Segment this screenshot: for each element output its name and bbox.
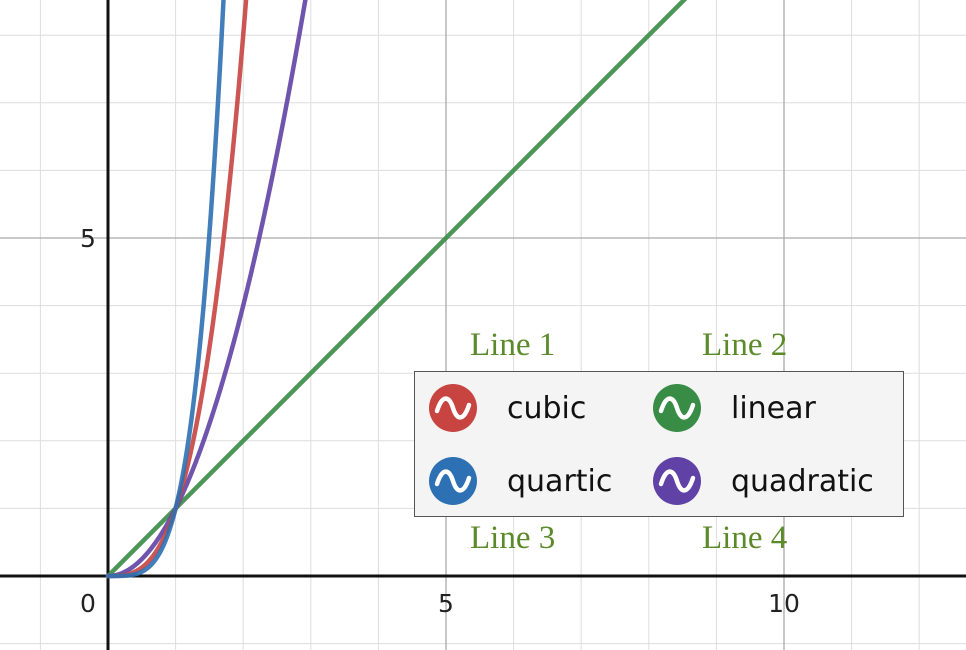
wave-icon [429, 384, 477, 432]
legend-label: quartic [507, 463, 613, 499]
series-line-quartic [105, 0, 226, 579]
annotation-line-4: Line 4 [702, 520, 788, 556]
legend-item-quadratic[interactable]: quadratic [653, 457, 874, 505]
wave-icon [429, 457, 477, 505]
wave-icon [653, 457, 701, 505]
tick-labels: 0 5 10 5 [80, 224, 800, 618]
x-tick-label: 5 [438, 589, 454, 618]
legend-item-linear[interactable]: linear [653, 384, 816, 432]
annotation-line-2: Line 2 [702, 327, 788, 363]
wave-icon [653, 384, 701, 432]
curves [105, 0, 688, 579]
x-tick-label: 10 [768, 589, 800, 618]
legend-item-cubic[interactable]: cubic [429, 384, 586, 432]
legend-label: quadratic [731, 463, 874, 499]
legend-label: linear [731, 390, 816, 426]
annotation-line-3: Line 3 [470, 520, 556, 556]
series-line-quadratic [105, 0, 308, 579]
legend-label: cubic [507, 390, 587, 426]
x-tick-label: 0 [80, 589, 96, 618]
series-line-linear [105, 0, 688, 579]
y-tick-label: 5 [80, 224, 96, 253]
annotation-line-1: Line 1 [470, 327, 556, 363]
legend-item-quartic[interactable]: quartic [429, 457, 612, 505]
legend: cubic linear quartic quadratic [414, 371, 904, 517]
